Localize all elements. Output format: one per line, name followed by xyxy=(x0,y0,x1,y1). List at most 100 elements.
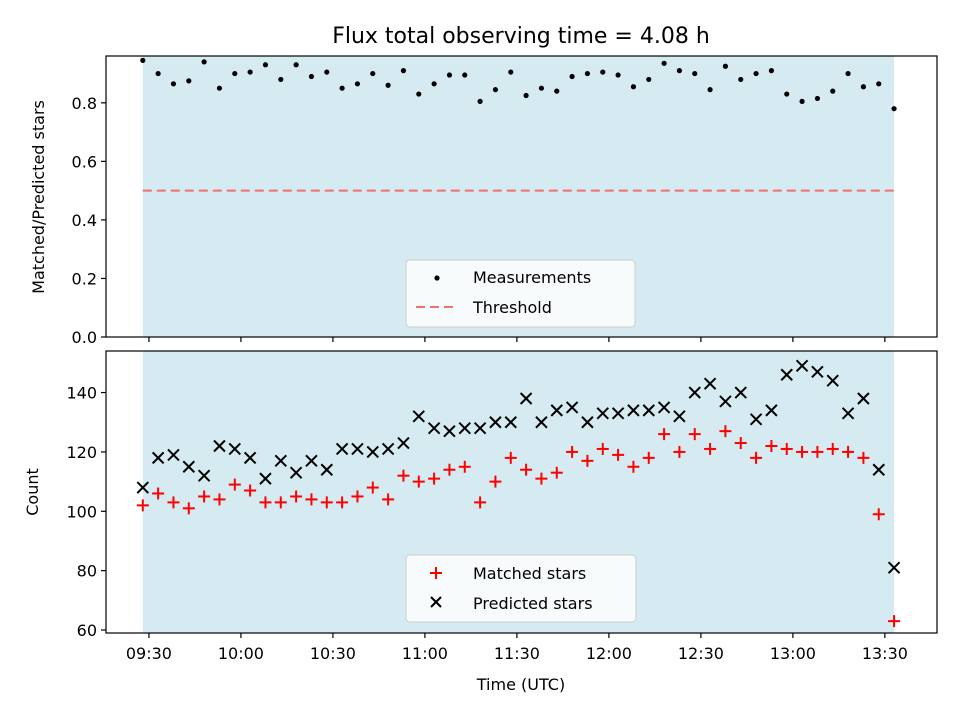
measurement-point xyxy=(584,70,591,77)
matched-star-point xyxy=(780,442,793,455)
predicted-star-point xyxy=(489,416,502,429)
predicted-star-point xyxy=(857,392,870,405)
matched-star-point xyxy=(397,469,410,482)
predicted-star-point xyxy=(749,413,763,426)
top-ylabel: Matched/Predicted stars xyxy=(29,100,48,294)
predicted-star-point xyxy=(872,463,885,476)
predicted-star-point xyxy=(581,416,594,429)
predicted-star-point xyxy=(826,374,839,387)
x-tick-label: 10:30 xyxy=(310,644,356,663)
matched-star-point xyxy=(228,478,241,491)
y-tick-label: 60 xyxy=(77,621,97,640)
matched-star-point xyxy=(811,445,824,458)
matched-star-point xyxy=(535,472,548,485)
measurement-point xyxy=(845,70,851,77)
measurement-point xyxy=(876,81,882,87)
matched-star-point xyxy=(366,481,379,494)
matched-star-point xyxy=(489,475,502,488)
measurement-point xyxy=(216,85,223,91)
predicted-star-point xyxy=(289,466,303,479)
predicted-star-point xyxy=(765,404,778,417)
measurement-point xyxy=(692,70,698,77)
x-tick-label: 13:00 xyxy=(770,644,816,663)
y-tick-label: 100 xyxy=(66,502,97,521)
top-legend: Measurements Threshold xyxy=(405,259,636,328)
matched-star-point xyxy=(336,496,349,509)
y-tick-label: 120 xyxy=(66,443,97,462)
matched-star-point xyxy=(857,451,870,464)
top-plot-frame xyxy=(105,55,938,338)
matched-star-point xyxy=(259,496,272,509)
y-tick-label: 0.0 xyxy=(72,328,97,347)
predicted-star-point xyxy=(151,451,165,465)
matched-star-point xyxy=(566,445,579,458)
measurement-point xyxy=(186,78,192,84)
bottom-plot-frame xyxy=(105,350,938,634)
predicted-star-point xyxy=(688,386,701,399)
matched-star-point xyxy=(520,463,533,476)
measurement-point xyxy=(492,87,499,93)
measurement-point xyxy=(354,81,361,87)
measurement-point xyxy=(615,72,621,78)
bottom-xlabel: Time (UTC) xyxy=(476,675,565,694)
matched-star-point xyxy=(320,496,333,509)
predicted-star-point xyxy=(136,481,150,494)
predicted-star-point xyxy=(167,448,180,462)
measurement-point xyxy=(814,95,821,102)
measurement-point xyxy=(722,63,729,69)
matched-star-point xyxy=(888,615,901,628)
legend-label-matched: Matched stars xyxy=(473,564,586,583)
matched-star-point xyxy=(673,445,686,458)
matched-star-point xyxy=(382,493,395,506)
bottom-legend-box xyxy=(405,554,637,623)
measurement-point xyxy=(324,69,330,75)
predicted-star-point xyxy=(719,395,732,408)
predicted-star-point xyxy=(811,365,824,378)
matched-star-point xyxy=(734,437,747,450)
bottom-legend: Matched stars Predicted stars xyxy=(405,554,637,623)
measurement-point xyxy=(339,85,345,91)
measurement-point xyxy=(600,69,606,75)
measurement-point xyxy=(201,59,207,65)
measurement-point xyxy=(431,81,437,87)
matched-star-point xyxy=(596,442,609,455)
legend-label-threshold: Threshold xyxy=(472,298,552,317)
matched-star-point xyxy=(412,475,425,488)
measurement-point xyxy=(799,98,805,104)
measurement-point xyxy=(293,62,299,68)
measurement-point xyxy=(170,81,177,87)
matched-star-point xyxy=(826,442,839,455)
measurement-point xyxy=(891,106,897,112)
predicted-star-point xyxy=(596,407,609,420)
matched-star-point xyxy=(627,460,640,473)
measurement-point xyxy=(738,76,744,83)
predicted-star-point xyxy=(841,407,855,420)
predicted-star-point xyxy=(320,463,333,476)
measurement-point xyxy=(416,91,422,97)
predicted-star-point xyxy=(381,442,395,456)
measurement-point xyxy=(661,60,667,66)
predicted-star-point xyxy=(473,421,487,435)
predicted-star-point xyxy=(887,561,901,574)
measurement-point xyxy=(400,68,407,74)
measurement-point xyxy=(523,92,529,99)
measurement-point xyxy=(554,88,560,94)
x-tick-label: 11:30 xyxy=(494,644,540,663)
measurement-point xyxy=(262,62,269,68)
predicted-star-point xyxy=(535,416,548,429)
matched-star-point xyxy=(167,496,180,509)
matched-star-point xyxy=(443,463,456,476)
predicted-star-point xyxy=(504,416,517,429)
predicted-star-point xyxy=(274,454,287,468)
predicted-star-point xyxy=(259,472,272,485)
measurement-point xyxy=(308,73,315,80)
y-tick-label: 0.4 xyxy=(72,211,97,230)
x-tick-label: 11:00 xyxy=(402,644,448,663)
x-tick-label: 10:00 xyxy=(218,644,264,663)
predicted-star-point xyxy=(443,424,456,438)
predicted-star-point xyxy=(611,407,625,420)
measurement-point xyxy=(630,84,637,90)
predicted-star-point xyxy=(228,442,241,456)
matched-star-point xyxy=(581,454,594,467)
x-tick-label: 12:30 xyxy=(678,644,724,663)
